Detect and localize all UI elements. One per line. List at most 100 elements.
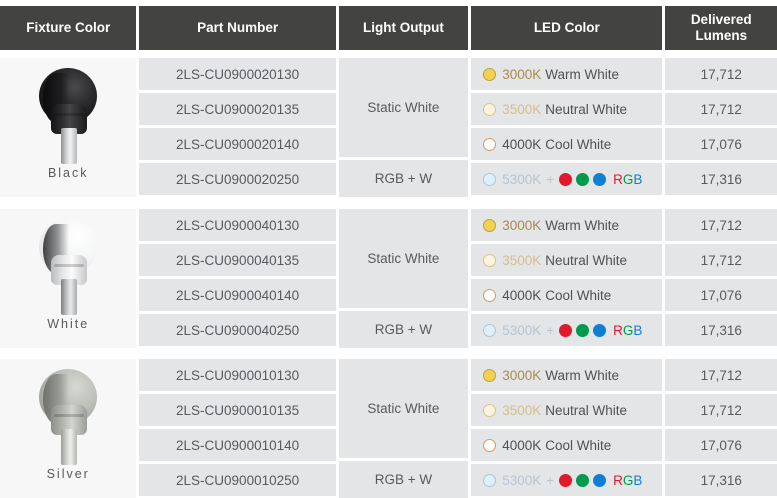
- part-number-cell: 2LS-CU0900010135: [139, 394, 336, 426]
- swatch-red-icon: [559, 473, 573, 487]
- rgb-letter-b: B: [633, 472, 643, 488]
- led-color-cell: 4000K Cool White: [471, 128, 663, 160]
- delivered-lumens-column: 17,712 17,712 17,076 17,316: [665, 209, 777, 348]
- part-number-cell: 2LS-CU0900010130: [139, 359, 336, 391]
- column-header-fixture-color: Fixture Color: [0, 6, 137, 50]
- led-cct-label: 4000K: [502, 287, 542, 303]
- luminaire-white-icon: [31, 217, 105, 315]
- led-cct-label: 3500K: [502, 402, 542, 418]
- swatch-green-icon: [576, 323, 590, 337]
- light-output-column: Static White RGB + W: [338, 209, 469, 348]
- luminaire-pole-icon: [61, 429, 78, 465]
- lumens-cell: 17,712: [665, 394, 777, 426]
- light-output-cell-static-white: Static White: [338, 359, 469, 458]
- fixture-color-label: Silver: [46, 467, 90, 481]
- luminaire-black-icon: [31, 66, 105, 164]
- delivered-lumens-column: 17,712 17,712 17,076 17,316: [665, 359, 777, 498]
- rgb-letter-g: G: [622, 171, 634, 187]
- lumens-cell: 17,076: [665, 429, 777, 461]
- swatch-blue-icon: [593, 172, 607, 186]
- lumens-cell: 17,316: [665, 314, 777, 346]
- fixture-color-label: White: [47, 317, 90, 331]
- fixture-group-black: Black 2LS-CU0900020130 2LS-CU0900020135 …: [0, 58, 777, 197]
- rgb-letter-r: R: [613, 472, 623, 488]
- led-color-column: 3000K Warm White 3500K Neutral White 400…: [471, 209, 663, 348]
- swatch-3500k-icon: [483, 102, 497, 116]
- column-header-delivered-lumens: Delivered Lumens: [665, 6, 777, 50]
- luminaire-pole-icon: [61, 128, 78, 164]
- led-color-column: 3000K Warm White 3500K Neutral White 400…: [471, 58, 663, 197]
- lumens-cell: 17,712: [665, 93, 777, 125]
- fixture-color-cell-black: Black: [0, 58, 137, 197]
- led-cct-label: 4000K: [502, 437, 542, 453]
- rgb-letter-g: G: [622, 472, 634, 488]
- swatch-4000k-icon: [483, 137, 497, 151]
- rgb-letter-r: R: [613, 171, 623, 187]
- swatch-4000k-icon: [483, 438, 497, 452]
- led-color-name: Warm White: [545, 367, 619, 383]
- swatch-3500k-icon: [483, 253, 497, 267]
- led-color-name: Cool White: [545, 287, 612, 303]
- lumens-cell: 17,712: [665, 209, 777, 241]
- led-color-name: Neutral White: [545, 402, 628, 418]
- swatch-blue-icon: [593, 323, 607, 337]
- swatch-3500k-icon: [483, 403, 497, 417]
- luminaire-pole-icon: [61, 279, 78, 315]
- led-plus-label: +: [546, 171, 555, 187]
- led-rgb-letters: RGB: [613, 172, 642, 187]
- light-output-cell-rgbw: RGB + W: [338, 160, 469, 197]
- lumens-cell: 17,316: [665, 163, 777, 195]
- led-plus-label: +: [546, 322, 555, 338]
- led-color-cell: 3500K Neutral White: [471, 93, 663, 125]
- lumens-cell: 17,712: [665, 244, 777, 276]
- swatch-3000k-icon: [483, 218, 497, 232]
- led-color-cell: 4000K Cool White: [471, 429, 663, 461]
- light-output-cell-rgbw: RGB + W: [338, 461, 469, 498]
- table-header-row: Fixture Color Part Number Light Output L…: [0, 6, 777, 50]
- led-color-name: Warm White: [545, 66, 619, 82]
- lumens-cell: 17,076: [665, 128, 777, 160]
- part-number-cell: 2LS-CU0900020135: [139, 93, 336, 125]
- led-cct-label: 5300K: [502, 322, 542, 338]
- lumens-cell: 17,712: [665, 58, 777, 90]
- column-header-light-output: Light Output: [338, 6, 469, 50]
- light-output-column: Static White RGB + W: [338, 359, 469, 498]
- swatch-3000k-icon: [483, 67, 497, 81]
- led-color-cell: 3500K Neutral White: [471, 244, 663, 276]
- swatch-green-icon: [576, 473, 590, 487]
- part-number-cell: 2LS-CU0900040140: [139, 279, 336, 311]
- rgb-letter-b: B: [633, 171, 643, 187]
- swatch-4000k-icon: [483, 288, 497, 302]
- led-color-cell: 5300K + RGB: [471, 163, 663, 195]
- part-number-column: 2LS-CU0900040130 2LS-CU0900040135 2LS-CU…: [139, 209, 336, 348]
- swatch-red-icon: [559, 323, 573, 337]
- led-color-cell: 4000K Cool White: [471, 279, 663, 311]
- lumens-cell: 17,712: [665, 359, 777, 391]
- light-output-cell-static-white: Static White: [338, 58, 469, 157]
- lumens-cell: 17,316: [665, 464, 777, 496]
- swatch-blue-icon: [593, 473, 607, 487]
- swatch-5300k-icon: [483, 323, 497, 337]
- luminaire-silver-icon: [31, 367, 105, 465]
- fixture-color-cell-silver: Silver: [0, 359, 137, 498]
- led-cct-label: 3500K: [502, 101, 542, 117]
- swatch-red-icon: [559, 172, 573, 186]
- swatch-green-icon: [576, 172, 590, 186]
- led-color-name: Cool White: [545, 437, 612, 453]
- led-rgb-letters: RGB: [613, 473, 642, 488]
- rgb-letter-b: B: [633, 322, 643, 338]
- led-cct-label: 3000K: [502, 217, 542, 233]
- light-output-column: Static White RGB + W: [338, 58, 469, 197]
- part-number-cell: 2LS-CU0900020130: [139, 58, 336, 90]
- led-color-cell: 3500K Neutral White: [471, 394, 663, 426]
- swatch-3000k-icon: [483, 368, 497, 382]
- led-plus-label: +: [546, 472, 555, 488]
- rgb-letter-r: R: [613, 322, 623, 338]
- light-output-cell-static-white: Static White: [338, 209, 469, 308]
- led-cct-label: 5300K: [502, 171, 542, 187]
- part-number-cell: 2LS-CU0900040135: [139, 244, 336, 276]
- led-cct-label: 3000K: [502, 66, 542, 82]
- light-output-cell-rgbw: RGB + W: [338, 311, 469, 348]
- part-number-cell: 2LS-CU0900040130: [139, 209, 336, 241]
